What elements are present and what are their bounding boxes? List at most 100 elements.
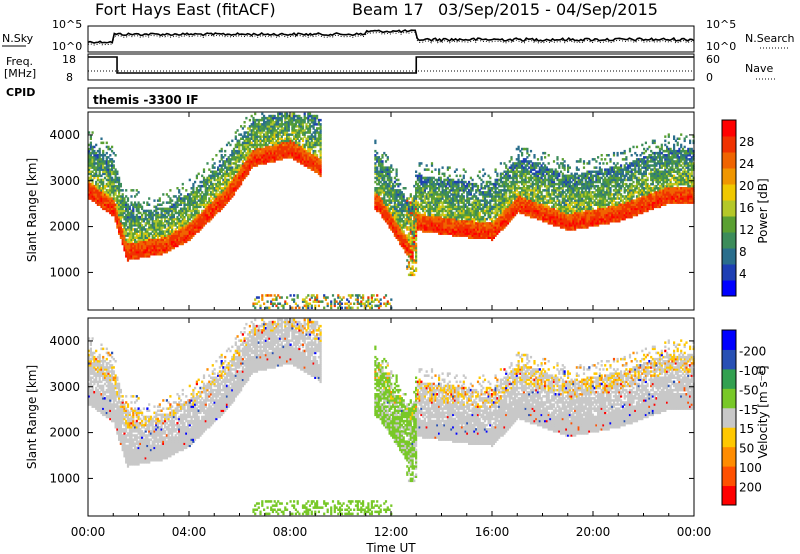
power-cell bbox=[169, 215, 172, 219]
power-cell bbox=[153, 220, 156, 223]
power-cell bbox=[395, 178, 398, 182]
power-cell bbox=[326, 304, 329, 308]
power-cell bbox=[453, 228, 457, 231]
power-cell bbox=[261, 135, 264, 138]
power-cell bbox=[271, 304, 274, 308]
power-cell bbox=[496, 230, 499, 233]
power-cell bbox=[430, 187, 434, 190]
power-cell bbox=[489, 211, 492, 215]
power-cell bbox=[478, 236, 481, 239]
power-cell bbox=[455, 213, 458, 217]
power-cell bbox=[222, 174, 225, 178]
power-cell bbox=[160, 213, 163, 217]
power-cell bbox=[98, 201, 101, 204]
power-cell bbox=[491, 232, 494, 235]
power-cell bbox=[185, 234, 188, 237]
power-cell bbox=[319, 168, 322, 171]
power-cell bbox=[492, 236, 495, 239]
power-cell bbox=[109, 193, 112, 196]
power-cell bbox=[162, 240, 165, 244]
power-cell bbox=[128, 215, 131, 219]
power-cell bbox=[263, 135, 266, 138]
power-cell bbox=[238, 133, 241, 136]
power-cell bbox=[151, 222, 154, 225]
power-cell bbox=[298, 123, 301, 126]
power-cell bbox=[422, 220, 425, 223]
power-cell bbox=[317, 141, 320, 145]
power-cell bbox=[169, 224, 172, 227]
power-cell bbox=[310, 114, 313, 118]
power-cell bbox=[128, 244, 131, 248]
power-cell bbox=[103, 176, 107, 180]
power-cell bbox=[425, 217, 428, 221]
power-cell bbox=[111, 189, 114, 192]
power-cell bbox=[225, 201, 229, 204]
power-cell bbox=[210, 207, 213, 211]
power-cell bbox=[384, 187, 388, 190]
power-cell bbox=[395, 224, 398, 227]
power-cell bbox=[349, 306, 352, 310]
power-cell bbox=[187, 193, 190, 196]
power-cell bbox=[119, 203, 122, 206]
power-cell bbox=[125, 255, 128, 258]
power-cell bbox=[153, 205, 156, 209]
power-cell bbox=[374, 304, 377, 308]
power-cell bbox=[492, 222, 495, 225]
power-cell bbox=[496, 213, 499, 217]
power-cell bbox=[107, 207, 110, 211]
power-cell bbox=[210, 203, 213, 206]
power-cell bbox=[149, 238, 153, 242]
power-cell bbox=[370, 306, 373, 310]
power-cell bbox=[476, 201, 480, 204]
power-cell bbox=[259, 131, 262, 134]
power-cell bbox=[464, 199, 467, 202]
power-cell bbox=[282, 143, 285, 147]
power-cell bbox=[266, 116, 269, 120]
power-cell bbox=[501, 226, 504, 229]
power-cell bbox=[384, 166, 388, 169]
power-cell bbox=[317, 166, 320, 169]
power-cell bbox=[199, 226, 202, 229]
power-cell bbox=[257, 147, 260, 151]
power-cell bbox=[112, 207, 115, 211]
power-cell bbox=[296, 304, 299, 308]
power-cell bbox=[190, 199, 193, 202]
power-cell bbox=[100, 174, 103, 178]
power-cell bbox=[142, 250, 145, 254]
power-cell bbox=[118, 228, 121, 231]
power-cell bbox=[489, 191, 492, 194]
power-cell bbox=[286, 296, 289, 299]
power-cell bbox=[365, 300, 368, 303]
power-cell bbox=[144, 246, 147, 250]
power-cell bbox=[376, 203, 379, 206]
power-cell bbox=[271, 151, 274, 155]
power-cell bbox=[162, 201, 165, 204]
power-cell bbox=[252, 145, 255, 149]
power-cell bbox=[483, 201, 487, 204]
power-cell bbox=[247, 141, 250, 145]
power-cell bbox=[300, 137, 303, 140]
power-cell bbox=[179, 236, 183, 239]
power-cell bbox=[427, 195, 430, 198]
power-cell bbox=[187, 199, 190, 202]
power-cell bbox=[255, 135, 259, 138]
power-cell bbox=[422, 187, 425, 190]
power-cell bbox=[188, 222, 191, 225]
power-cell bbox=[441, 197, 444, 200]
power-cell bbox=[397, 195, 400, 198]
power-cell bbox=[453, 215, 457, 219]
power-cell bbox=[227, 195, 230, 198]
power-cell bbox=[202, 203, 206, 206]
power-cell bbox=[215, 203, 218, 206]
power-cell bbox=[406, 253, 409, 256]
power-cell bbox=[229, 160, 232, 163]
nsearch-label: N.Search bbox=[745, 32, 795, 45]
power-cell bbox=[201, 224, 204, 227]
power-cell bbox=[158, 248, 161, 252]
power-cell bbox=[227, 141, 230, 145]
power-cell bbox=[293, 127, 296, 130]
power-cell bbox=[119, 197, 122, 200]
power-cell bbox=[383, 211, 386, 215]
power-cell bbox=[238, 184, 241, 188]
power-cell bbox=[491, 234, 494, 237]
